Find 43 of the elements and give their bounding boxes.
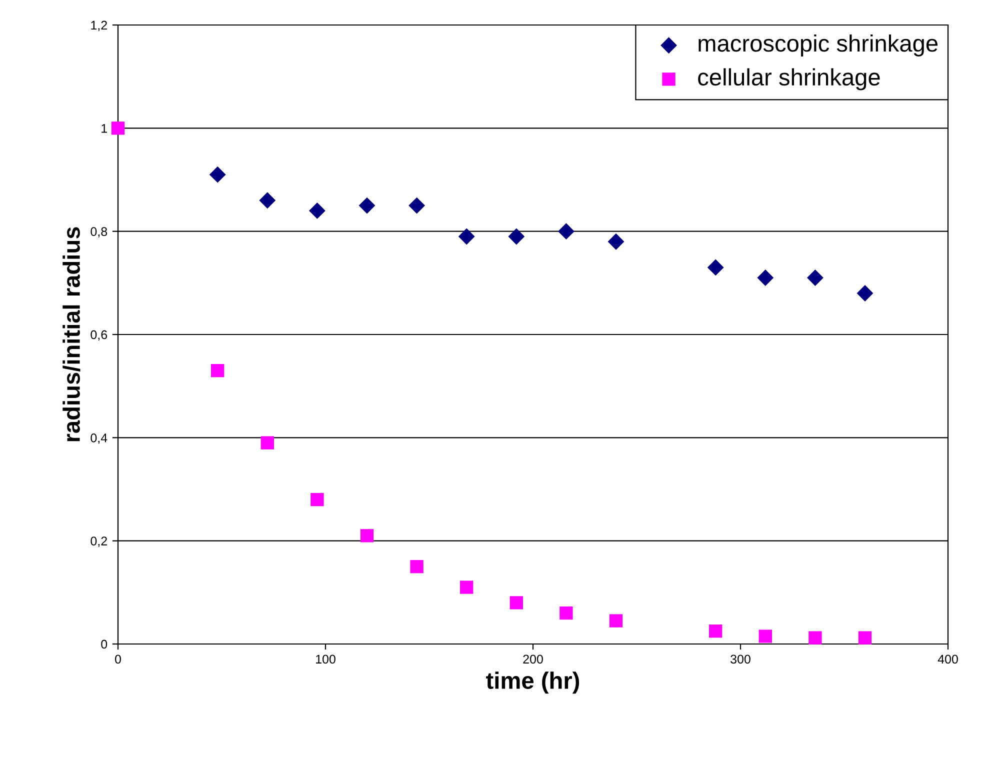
legend-label: macroscopic shrinkage [698, 34, 938, 56]
point [707, 259, 724, 276]
point [310, 492, 324, 506]
point [308, 202, 326, 219]
y-tick-label: 0,8 [90, 227, 108, 238]
y-tick-label: 0,2 [90, 536, 107, 547]
point [608, 233, 624, 250]
point [259, 192, 276, 209]
point [709, 624, 722, 638]
x-axis-title: time (hr) [486, 672, 580, 694]
point [211, 364, 224, 378]
y-tick-label: 0,6 [90, 330, 108, 341]
point [209, 166, 226, 183]
x-tick-label: 400 [938, 654, 958, 664]
point [458, 228, 475, 245]
x-tick-label: 100 [316, 654, 336, 664]
y-axis-title: radius/initial radius [62, 227, 80, 442]
point [111, 122, 125, 135]
point [510, 596, 523, 610]
y-tick-label: 0,4 [90, 433, 108, 444]
point [806, 270, 824, 286]
point [558, 223, 574, 240]
point [410, 560, 424, 574]
y-tick-label: 0 [101, 640, 108, 649]
point [609, 614, 623, 628]
point [808, 631, 822, 644]
point [560, 606, 573, 620]
x-tick-label: 200 [523, 654, 543, 664]
y-tick-label: 1,2 [91, 20, 107, 32]
point [408, 197, 426, 214]
x-tick-label: 0 [115, 654, 121, 664]
point [757, 270, 774, 286]
point [856, 285, 874, 302]
legend-label: cellular shrinkage [698, 68, 880, 90]
point [758, 630, 772, 643]
point [508, 228, 525, 245]
point [360, 529, 374, 542]
point [260, 436, 274, 450]
point [358, 197, 376, 214]
y-tick-label: 1 [102, 124, 107, 133]
point [858, 631, 872, 644]
point [460, 580, 474, 594]
x-tick-label: 300 [730, 654, 750, 664]
